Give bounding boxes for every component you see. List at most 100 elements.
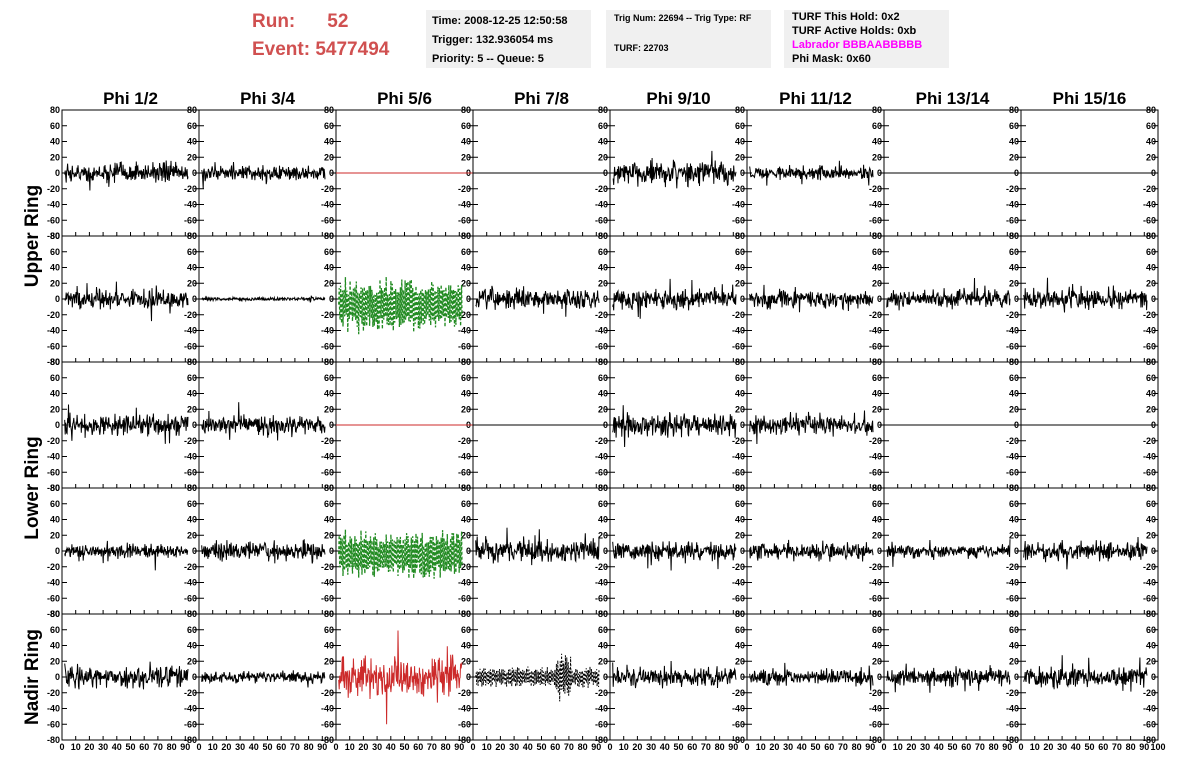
y-tick-label: 60: [50, 625, 60, 635]
waveform-trace: [201, 670, 326, 688]
y-tick-label: -40: [47, 326, 60, 336]
y-tick-label: 0: [329, 294, 334, 304]
y-tick-label: -60: [732, 719, 745, 729]
y-tick-label: 80: [735, 357, 745, 367]
y-tick-label: 40: [598, 515, 608, 525]
y-tick-label: 0: [740, 168, 745, 178]
y-tick-label: 80: [872, 483, 882, 493]
y-tick-label: 20: [872, 404, 882, 414]
y-tick-label: 80: [50, 609, 60, 619]
x-tick-label: 10: [1030, 742, 1040, 752]
run-value: 52: [327, 11, 349, 32]
waveform-trace: [749, 539, 874, 562]
y-tick-label: -20: [458, 688, 471, 698]
y-tick-label: -40: [869, 704, 882, 714]
y-tick-label: -20: [458, 562, 471, 572]
y-tick-label: 80: [1009, 231, 1019, 241]
y-tick-label: -20: [1143, 562, 1156, 572]
trig-info-box: Trig Num: 22694 -- Trig Type: RF TURF: 2…: [606, 10, 771, 68]
y-tick-label: 80: [1146, 609, 1156, 619]
y-tick-label: 40: [872, 641, 882, 651]
y-tick-label: 60: [872, 373, 882, 383]
y-tick-label: -60: [321, 467, 334, 477]
y-tick-label: 0: [603, 294, 608, 304]
y-tick-label: 20: [598, 656, 608, 666]
y-tick-label: -20: [869, 184, 882, 194]
x-tick-label: 60: [824, 742, 834, 752]
y-tick-label: -20: [184, 688, 197, 698]
y-tick-label: -60: [595, 593, 608, 603]
y-tick-label: -20: [869, 310, 882, 320]
x-tick-label: 10: [482, 742, 492, 752]
y-tick-label: -20: [732, 310, 745, 320]
y-tick-label: 40: [324, 263, 334, 273]
y-tick-label: 40: [1146, 263, 1156, 273]
y-tick-label: -20: [184, 184, 197, 194]
y-tick-label: -60: [184, 341, 197, 351]
y-tick-label: -40: [321, 452, 334, 462]
y-tick-label: 0: [603, 672, 608, 682]
y-tick-label: -20: [1143, 184, 1156, 194]
y-tick-label: 20: [50, 404, 60, 414]
x-tick-label: 30: [98, 742, 108, 752]
phi-mask-line: Phi Mask: 0x60: [792, 53, 871, 65]
waveform-trace: [749, 410, 874, 445]
waveform-trace: [886, 663, 1011, 693]
y-tick-label: 40: [461, 389, 471, 399]
y-tick-label: -20: [458, 184, 471, 194]
y-tick-label: 80: [187, 231, 197, 241]
x-tick-label: 20: [221, 742, 231, 752]
column-title: Phi 7/8: [514, 89, 569, 108]
x-tick-label: 50: [125, 742, 135, 752]
y-tick-label: -60: [1006, 467, 1019, 477]
x-tick-label: 90: [180, 742, 190, 752]
ring-title: Nadir Ring: [22, 629, 43, 725]
y-tick-label: 80: [324, 357, 334, 367]
y-tick-label: -60: [1006, 341, 1019, 351]
waveform-trace: [64, 404, 189, 444]
y-tick-label: -20: [1006, 562, 1019, 572]
y-tick-label: 0: [740, 546, 745, 556]
y-tick-label: -40: [184, 452, 197, 462]
y-tick-label: -40: [869, 326, 882, 336]
y-tick-label: 0: [1014, 294, 1019, 304]
y-tick-label: 60: [1009, 625, 1019, 635]
y-tick-label: 20: [324, 278, 334, 288]
y-tick-label: 0: [55, 168, 60, 178]
x-tick-label: 70: [975, 742, 985, 752]
y-tick-label: 20: [1009, 278, 1019, 288]
y-tick-label: -60: [869, 719, 882, 729]
x-tick-label: 0: [881, 742, 886, 752]
waveform-trace: [612, 660, 737, 689]
y-tick-label: -60: [732, 593, 745, 603]
y-tick-label: 80: [461, 357, 471, 367]
y-tick-label: -20: [732, 436, 745, 446]
y-tick-label: -40: [595, 704, 608, 714]
waveform-trace: [64, 661, 189, 690]
y-tick-label: -60: [595, 467, 608, 477]
y-tick-label: 20: [324, 530, 334, 540]
x-tick-label: 70: [838, 742, 848, 752]
y-tick-label: 40: [461, 263, 471, 273]
y-tick-label: 40: [187, 137, 197, 147]
x-tick-label: 90: [317, 742, 327, 752]
y-tick-label: 0: [192, 672, 197, 682]
x-tick-label: 70: [290, 742, 300, 752]
y-tick-label: -20: [1006, 184, 1019, 194]
y-tick-label: 20: [598, 530, 608, 540]
y-tick-label: 80: [1009, 357, 1019, 367]
y-tick-label: 40: [735, 263, 745, 273]
y-tick-label: -60: [595, 215, 608, 225]
turf-info-box: TURF This Hold: 0x2 TURF Active Holds: 0…: [784, 10, 949, 68]
y-tick-label: 60: [187, 121, 197, 131]
y-tick-label: 60: [324, 121, 334, 131]
y-tick-label: -80: [595, 735, 608, 745]
x-tick-label: 40: [1071, 742, 1081, 752]
y-tick-label: 0: [466, 294, 471, 304]
